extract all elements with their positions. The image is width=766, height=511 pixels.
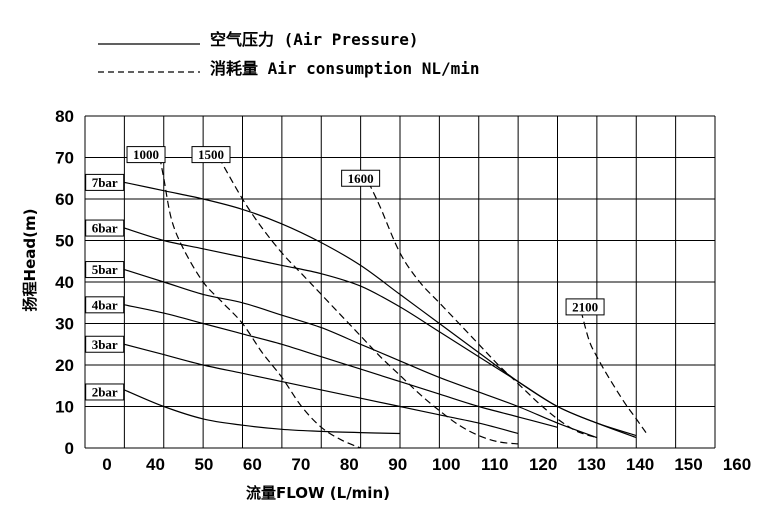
x-tick-label-2: 50 bbox=[194, 455, 213, 474]
series-label-4bar: 4bar bbox=[85, 296, 125, 314]
y-tick-label-0: 0 bbox=[65, 439, 74, 458]
series-label-3bar: 3bar bbox=[85, 335, 125, 353]
series-label-box-3bar bbox=[85, 335, 125, 353]
series-label-box-5bar bbox=[85, 261, 125, 279]
x-tick-label-6: 90 bbox=[388, 455, 407, 474]
y-tick-label-50: 50 bbox=[55, 232, 74, 251]
legend-dashed-label: 消耗量 Air consumption NL/min bbox=[210, 59, 480, 78]
x-tick-label-0: 0 bbox=[102, 455, 111, 474]
x-tick-label-7: 100 bbox=[432, 455, 460, 474]
series-line-5bar bbox=[124, 269, 598, 439]
series-line-1000 bbox=[159, 157, 361, 449]
series-label-box-2bar bbox=[85, 383, 125, 401]
series-line-1500 bbox=[218, 157, 519, 445]
x-tick-label-11: 140 bbox=[626, 455, 654, 474]
series-label-text-7bar: 7bar bbox=[92, 175, 118, 190]
series-line-3bar bbox=[124, 343, 519, 435]
series-label-1500: 1500 bbox=[191, 146, 231, 164]
x-tick-label-4: 70 bbox=[291, 455, 310, 474]
series-label-1000: 1000 bbox=[126, 146, 166, 164]
series-label-box-4bar bbox=[85, 296, 125, 314]
series-line-2bar bbox=[124, 389, 401, 435]
x-tick-labels: 0 40 50 60 70 80 90 100 110 120 130 140 150 160 bbox=[102, 455, 751, 474]
legend: 空气压力 (Air Pressure) 消耗量 Air consumption … bbox=[98, 30, 480, 78]
y-tick-label-60: 60 bbox=[55, 190, 74, 209]
series-label-box-1600 bbox=[341, 169, 381, 187]
y-tick-label-80: 80 bbox=[55, 107, 74, 126]
series-label-box-6bar bbox=[85, 219, 125, 237]
grid bbox=[84, 115, 716, 449]
x-tick-label-12: 150 bbox=[674, 455, 702, 474]
series-label-1600: 1600 bbox=[341, 169, 381, 187]
y-tick-label-20: 20 bbox=[55, 356, 74, 375]
series-label-box-7bar bbox=[85, 173, 125, 191]
y-tick-label-30: 30 bbox=[55, 315, 74, 334]
x-tick-label-3: 60 bbox=[243, 455, 262, 474]
x-axis-title: 流量FLOW (L/min) bbox=[246, 484, 390, 502]
series-label-text-4bar: 4bar bbox=[92, 297, 118, 312]
series-label-box-1000 bbox=[126, 146, 166, 164]
y-tick-label-40: 40 bbox=[55, 273, 74, 292]
series-label-text-1000: 1000 bbox=[133, 147, 159, 162]
series-label-box-2100 bbox=[565, 298, 605, 316]
y-tick-labels: 0 10 20 30 40 50 60 70 80 bbox=[55, 107, 74, 458]
x-tick-label-10: 130 bbox=[577, 455, 605, 474]
series-line-2100 bbox=[580, 310, 649, 436]
series-label-2bar: 2bar bbox=[85, 383, 125, 401]
series-label-text-1500: 1500 bbox=[198, 147, 224, 162]
y-tick-label-70: 70 bbox=[55, 149, 74, 168]
x-tick-label-13: 160 bbox=[723, 455, 751, 474]
series-label-5bar: 5bar bbox=[85, 261, 125, 279]
x-tick-label-5: 80 bbox=[340, 455, 359, 474]
series-line-1600 bbox=[367, 182, 598, 439]
series-line-7bar bbox=[124, 181, 637, 437]
series-label-text-3bar: 3bar bbox=[92, 337, 118, 352]
series-lines bbox=[124, 157, 649, 449]
series-label-text-1600: 1600 bbox=[348, 171, 374, 186]
series-label-text-2100: 2100 bbox=[572, 299, 598, 314]
x-tick-label-1: 40 bbox=[146, 455, 165, 474]
series-label-text-2bar: 2bar bbox=[92, 384, 118, 399]
series-label-text-6bar: 6bar bbox=[92, 221, 118, 236]
series-label-6bar: 6bar bbox=[85, 219, 125, 237]
series-label-2100: 2100 bbox=[565, 298, 605, 316]
series-line-4bar bbox=[124, 304, 558, 428]
series-label-box-1500 bbox=[191, 146, 231, 164]
series-label-7bar: 7bar bbox=[85, 173, 125, 191]
x-tick-label-8: 110 bbox=[481, 455, 508, 474]
y-axis-title: 扬程Head(m) bbox=[21, 209, 39, 312]
series-label-text-5bar: 5bar bbox=[92, 262, 118, 277]
series-labels: 2bar 3bar 4bar 5bar 6bar 7bar 1000 1500 1600 2100 bbox=[85, 146, 605, 401]
y-tick-label-10: 10 bbox=[55, 398, 74, 417]
x-tick-label-9: 120 bbox=[529, 455, 557, 474]
legend-solid-label: 空气压力 (Air Pressure) bbox=[210, 30, 419, 49]
